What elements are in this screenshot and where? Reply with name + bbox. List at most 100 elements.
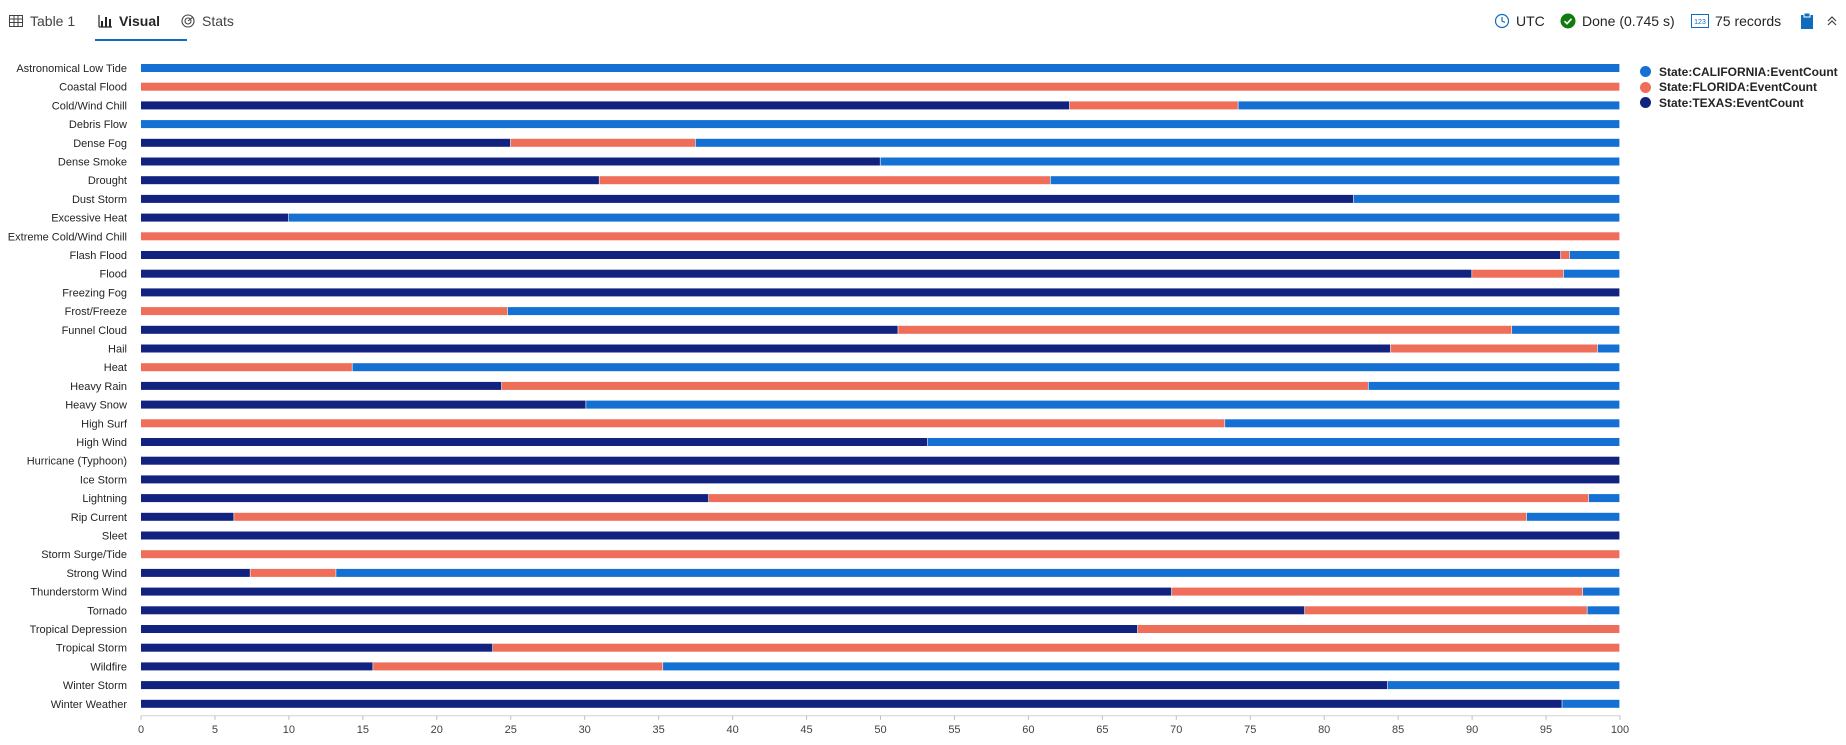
bar-segment[interactable] bbox=[141, 138, 511, 147]
query-status: Done (0.745 s) bbox=[1560, 0, 1675, 42]
bar-segment[interactable] bbox=[1304, 606, 1587, 615]
bar-segment[interactable] bbox=[599, 176, 1050, 185]
bar-segment[interactable] bbox=[507, 307, 1620, 316]
double-chevron-up-icon bbox=[1827, 16, 1837, 26]
bar-segment[interactable] bbox=[141, 643, 493, 652]
bar-segment[interactable] bbox=[898, 325, 1512, 334]
stacked-bar-chart: Astronomical Low Tide Coastal Flood Cold/W… bbox=[8, 63, 1629, 736]
tab-visual[interactable]: Visual bbox=[97, 0, 160, 42]
category-label: Rip Current bbox=[71, 512, 127, 524]
bar-segment[interactable] bbox=[1512, 325, 1620, 334]
x-axis: 0 5 10 15 20 25 30 35 40 45 50 55 60 65 70 75 80 85 90 95 10… bbox=[138, 715, 1629, 736]
bar-segment[interactable] bbox=[501, 381, 1368, 390]
bar-segment[interactable] bbox=[141, 400, 586, 409]
bar-segment[interactable] bbox=[695, 138, 1620, 147]
bar-segment[interactable] bbox=[141, 157, 880, 166]
legend-dot bbox=[1640, 81, 1651, 93]
x-tick-label: 30 bbox=[579, 724, 591, 736]
timezone-indicator[interactable]: UTC bbox=[1494, 0, 1545, 42]
bar-segment[interactable] bbox=[141, 82, 1620, 91]
tab-stats[interactable]: Stats bbox=[180, 0, 234, 42]
tab-table-1[interactable]: Table 1 bbox=[8, 0, 75, 42]
bar-segment[interactable] bbox=[1387, 681, 1620, 690]
x-tick-label: 85 bbox=[1392, 724, 1404, 736]
bar-segment[interactable] bbox=[141, 101, 1070, 110]
bar-segment[interactable] bbox=[141, 699, 1562, 708]
bar-segment[interactable] bbox=[141, 662, 373, 671]
bar-segment[interactable] bbox=[1597, 344, 1620, 353]
bar-segment[interactable] bbox=[1238, 101, 1620, 110]
bar-segment[interactable] bbox=[1587, 606, 1620, 615]
bars-layer bbox=[141, 64, 1620, 708]
bar-segment[interactable] bbox=[141, 232, 1620, 241]
bar-segment[interactable] bbox=[141, 587, 1172, 596]
bar-segment[interactable] bbox=[141, 456, 1620, 465]
bar-segment[interactable] bbox=[141, 606, 1305, 615]
bar-segment[interactable] bbox=[1560, 251, 1570, 259]
number-icon: 123 bbox=[1691, 14, 1709, 28]
bar-segment[interactable] bbox=[1526, 512, 1620, 521]
bar-segment[interactable] bbox=[586, 400, 1620, 409]
bar-segment[interactable] bbox=[1353, 194, 1620, 203]
bar-segment[interactable] bbox=[234, 512, 1527, 521]
bar-segment[interactable] bbox=[288, 213, 1620, 222]
bar-segment[interactable] bbox=[141, 438, 928, 446]
legend-dot bbox=[1640, 97, 1651, 109]
bar-segment[interactable] bbox=[336, 568, 1620, 577]
bar-segment[interactable] bbox=[141, 419, 1225, 428]
bar-segment[interactable] bbox=[141, 269, 1472, 278]
bar-segment[interactable] bbox=[1472, 269, 1564, 278]
legend-item-florida[interactable]: State:FLORIDA:EventCount bbox=[1640, 80, 1838, 96]
x-tick-label: 15 bbox=[357, 724, 369, 736]
bar-segment[interactable] bbox=[141, 550, 1620, 559]
bar-segment[interactable] bbox=[1569, 251, 1620, 259]
bar-segment[interactable] bbox=[141, 120, 1620, 129]
bar-segment[interactable] bbox=[141, 288, 1620, 297]
bar-segment[interactable] bbox=[1583, 587, 1620, 596]
bar-segment[interactable] bbox=[1137, 625, 1620, 633]
bar-segment[interactable] bbox=[141, 344, 1391, 353]
bar-segment[interactable] bbox=[141, 176, 599, 185]
bar-segment[interactable] bbox=[1588, 494, 1620, 503]
bar-segment[interactable] bbox=[141, 475, 1620, 484]
bar-segment[interactable] bbox=[1368, 381, 1620, 390]
bar-segment[interactable] bbox=[373, 662, 663, 671]
bar-segment[interactable] bbox=[141, 568, 250, 577]
bar-segment[interactable] bbox=[510, 138, 696, 147]
bar-segment[interactable] bbox=[141, 194, 1354, 203]
bar-segment[interactable] bbox=[141, 494, 709, 503]
bar-segment[interactable] bbox=[1171, 587, 1583, 596]
bar-segment[interactable] bbox=[352, 363, 1620, 372]
bar-segment[interactable] bbox=[927, 438, 1620, 446]
legend-item-texas[interactable]: State:TEXAS:EventCount bbox=[1640, 95, 1838, 111]
copy-button[interactable] bbox=[1800, 0, 1814, 42]
x-tick-label: 45 bbox=[800, 724, 812, 736]
bar-segment[interactable] bbox=[141, 681, 1388, 690]
bar-segment[interactable] bbox=[493, 643, 1620, 652]
bar-segment[interactable] bbox=[141, 64, 1620, 72]
bar-segment[interactable] bbox=[141, 381, 502, 390]
bar-segment[interactable] bbox=[141, 531, 1620, 540]
category-labels: Astronomical Low Tide Coastal Flood Cold/W… bbox=[8, 63, 128, 711]
bar-segment[interactable] bbox=[141, 625, 1138, 633]
legend-item-california[interactable]: State:CALIFORNIA:EventCount bbox=[1640, 64, 1838, 80]
bar-segment[interactable] bbox=[141, 325, 898, 334]
bar-segment[interactable] bbox=[1562, 699, 1620, 708]
bar-segment[interactable] bbox=[663, 662, 1620, 671]
bar-segment[interactable] bbox=[141, 213, 289, 222]
bar-segment[interactable] bbox=[141, 251, 1561, 259]
collapse-button[interactable] bbox=[1826, 0, 1838, 42]
bar-segment[interactable] bbox=[250, 568, 336, 577]
bar-segment[interactable] bbox=[708, 494, 1589, 503]
bar-segment[interactable] bbox=[1069, 101, 1238, 110]
bar-segment[interactable] bbox=[1390, 344, 1598, 353]
bar-segment[interactable] bbox=[880, 157, 1620, 166]
bar-segment[interactable] bbox=[1050, 176, 1620, 185]
bar-segment[interactable] bbox=[141, 363, 352, 372]
category-label: Heat bbox=[104, 362, 127, 374]
bar-segment[interactable] bbox=[141, 512, 234, 521]
bar-segment[interactable] bbox=[1563, 269, 1620, 278]
bar-segment[interactable] bbox=[141, 307, 508, 316]
bar-segment[interactable] bbox=[1225, 419, 1620, 428]
legend-label: State:FLORIDA:EventCount bbox=[1659, 80, 1817, 95]
